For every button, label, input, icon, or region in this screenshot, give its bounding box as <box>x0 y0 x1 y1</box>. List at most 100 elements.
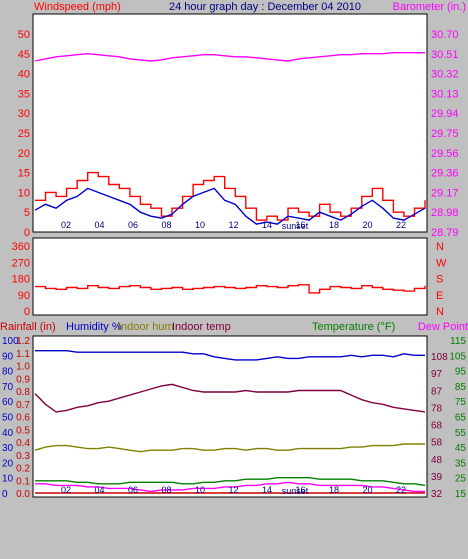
humidity-tick-label: 100 <box>2 336 19 347</box>
indoor-temp-tick-label: 39 <box>431 472 443 483</box>
wind-x-tick: 02 <box>61 220 71 230</box>
dew-point-axis-title: Dew Point <box>418 321 468 333</box>
barometer-axis-title: Barometer (in.) <box>393 1 466 13</box>
humidity-tick-label: 0 <box>2 489 8 500</box>
wind-x-tick: 18 <box>329 220 339 230</box>
wind-x-tick: 14 <box>262 220 272 230</box>
humidity-panel-label: Indoor temp <box>172 321 231 333</box>
wind-tick-label: 35 <box>18 88 30 100</box>
rain-tick-label: 0.8 <box>16 387 30 398</box>
rain-tick-label: 0.6 <box>16 413 30 424</box>
indoor-temp-tick-label: 87 <box>431 386 443 397</box>
indoor-temp-tick-label: 58 <box>431 438 443 449</box>
humidity-x-tick: 22 <box>396 485 406 495</box>
direction-tick-label: 270 <box>12 257 30 269</box>
wind-tick-label: 40 <box>18 69 30 81</box>
wind-tick-label: 15 <box>18 168 30 180</box>
humidity-tick-label: 80 <box>2 367 14 378</box>
temperature-axis-title: Temperature (°F) <box>312 321 395 333</box>
wind-x-tick: 16 <box>295 220 305 230</box>
humidity-line <box>35 350 425 361</box>
temperature-tick-label: 105 <box>449 351 466 362</box>
windspeed-axis-title: Windspeed (mph) <box>34 1 121 13</box>
humidity-x-tick: 18 <box>329 485 339 495</box>
temperature-tick-label: 25 <box>455 474 467 485</box>
temperature-tick-label: 115 <box>450 336 466 347</box>
humidity-tick-label: 20 <box>2 458 14 469</box>
rain-tick-label: 1.1 <box>16 349 30 360</box>
humidity-x-tick: 16 <box>295 485 305 495</box>
wind-sunset-marker: sunset <box>282 221 309 231</box>
temperature-tick-label: 85 <box>455 382 467 393</box>
compass-tick-label: W <box>436 257 447 269</box>
direction-series-group <box>35 284 426 294</box>
direction-tick-label: 90 <box>18 290 30 302</box>
humidity-x-tick: 04 <box>94 485 104 495</box>
humidity-x-tick: 12 <box>228 485 238 495</box>
rain-tick-label: 0.3 <box>16 451 30 462</box>
wind-tick-label: 10 <box>18 187 30 199</box>
indoor-temp-tick-label: 97 <box>431 369 443 380</box>
indoor-temp-tick-label: 32 <box>431 489 443 500</box>
indoor-temp-tick-label: 78 <box>431 403 443 414</box>
gust-line <box>35 171 426 221</box>
humidity-x-tick: 08 <box>161 485 171 495</box>
wind-x-tick: 06 <box>128 220 138 230</box>
compass-tick-label: S <box>436 274 443 286</box>
humidity-tick-label: 30 <box>2 443 14 454</box>
direction-tick-label: 360 <box>12 241 30 253</box>
temperature-tick-label: 75 <box>455 397 467 408</box>
humidity-tick-label: 40 <box>2 428 14 439</box>
wind-tick-label: 25 <box>18 128 30 140</box>
rain-tick-label: 0.4 <box>16 438 30 449</box>
humidity-temp-axis-ticks: 1.21.11.00.90.80.70.60.50.40.30.20.10.01… <box>2 336 466 500</box>
indoor-humidity-line <box>34 443 425 453</box>
temperature-line <box>35 477 426 487</box>
wind-tick-label: 20 <box>18 148 30 160</box>
baro-tick-label: 30.32 <box>431 69 459 81</box>
humidity-temp-header: Rainfall (in) Humidity %Indoor humIndoor … <box>0 321 468 333</box>
wind-tick-label: 45 <box>18 49 30 61</box>
indoor-temp-tick-label: 48 <box>431 455 443 466</box>
humidity-tick-label: 10 <box>2 474 14 485</box>
rain-tick-label: 0.0 <box>16 489 30 500</box>
average-wind-line <box>34 187 426 225</box>
wind-tick-label: 5 <box>24 207 30 219</box>
direction-tick-label: 180 <box>12 274 30 286</box>
temperature-tick-label: 45 <box>455 443 467 454</box>
rain-tick-label: 0.9 <box>16 374 30 385</box>
humidity-panel-label: Rainfall (in) <box>0 321 56 333</box>
humidity-x-tick: 10 <box>195 485 205 495</box>
temperature-tick-label: 35 <box>455 458 467 469</box>
humidity-temp-plot-area <box>32 335 428 498</box>
temperature-tick-label: 95 <box>455 367 467 378</box>
humidity-panel-label: Humidity % <box>66 321 122 333</box>
baro-tick-label: 29.94 <box>431 108 459 120</box>
humidity-tick-label: 90 <box>2 351 14 362</box>
humidity-sunset-marker: sunset <box>282 486 309 496</box>
wind-plot-area <box>32 13 428 233</box>
wind-x-tick: 12 <box>228 220 238 230</box>
wind-x-tick: 22 <box>396 220 406 230</box>
rain-tick-label: 0.1 <box>16 476 30 487</box>
wind-x-tick: 08 <box>161 220 171 230</box>
baro-tick-label: 30.51 <box>431 49 459 61</box>
rain-tick-label: 0.5 <box>16 425 30 436</box>
indoor-temp-line <box>34 383 426 413</box>
wind-x-tick: 20 <box>362 220 372 230</box>
baro-tick-label: 29.17 <box>431 187 459 199</box>
humidity-temp-series-group <box>34 350 426 494</box>
temperature-tick-label: 15 <box>455 489 467 500</box>
temperature-tick-label: 65 <box>455 413 467 424</box>
rain-tick-label: 1.0 <box>16 362 30 373</box>
wind-x-tick: 10 <box>195 220 205 230</box>
wind-axis-ticks: 5045403530252015105030.7030.5130.3230.13… <box>18 29 459 239</box>
indoor-temp-tick-label: 68 <box>431 421 443 432</box>
wind-x-tick: 04 <box>94 220 104 230</box>
baro-tick-label: 29.56 <box>431 148 459 160</box>
humidity-tick-label: 60 <box>2 397 14 408</box>
dew-point-line <box>35 481 425 493</box>
humidity-tick-label: 50 <box>2 413 14 424</box>
compass-tick-label: N <box>436 306 444 318</box>
wind-tick-label: 0 <box>24 227 30 239</box>
